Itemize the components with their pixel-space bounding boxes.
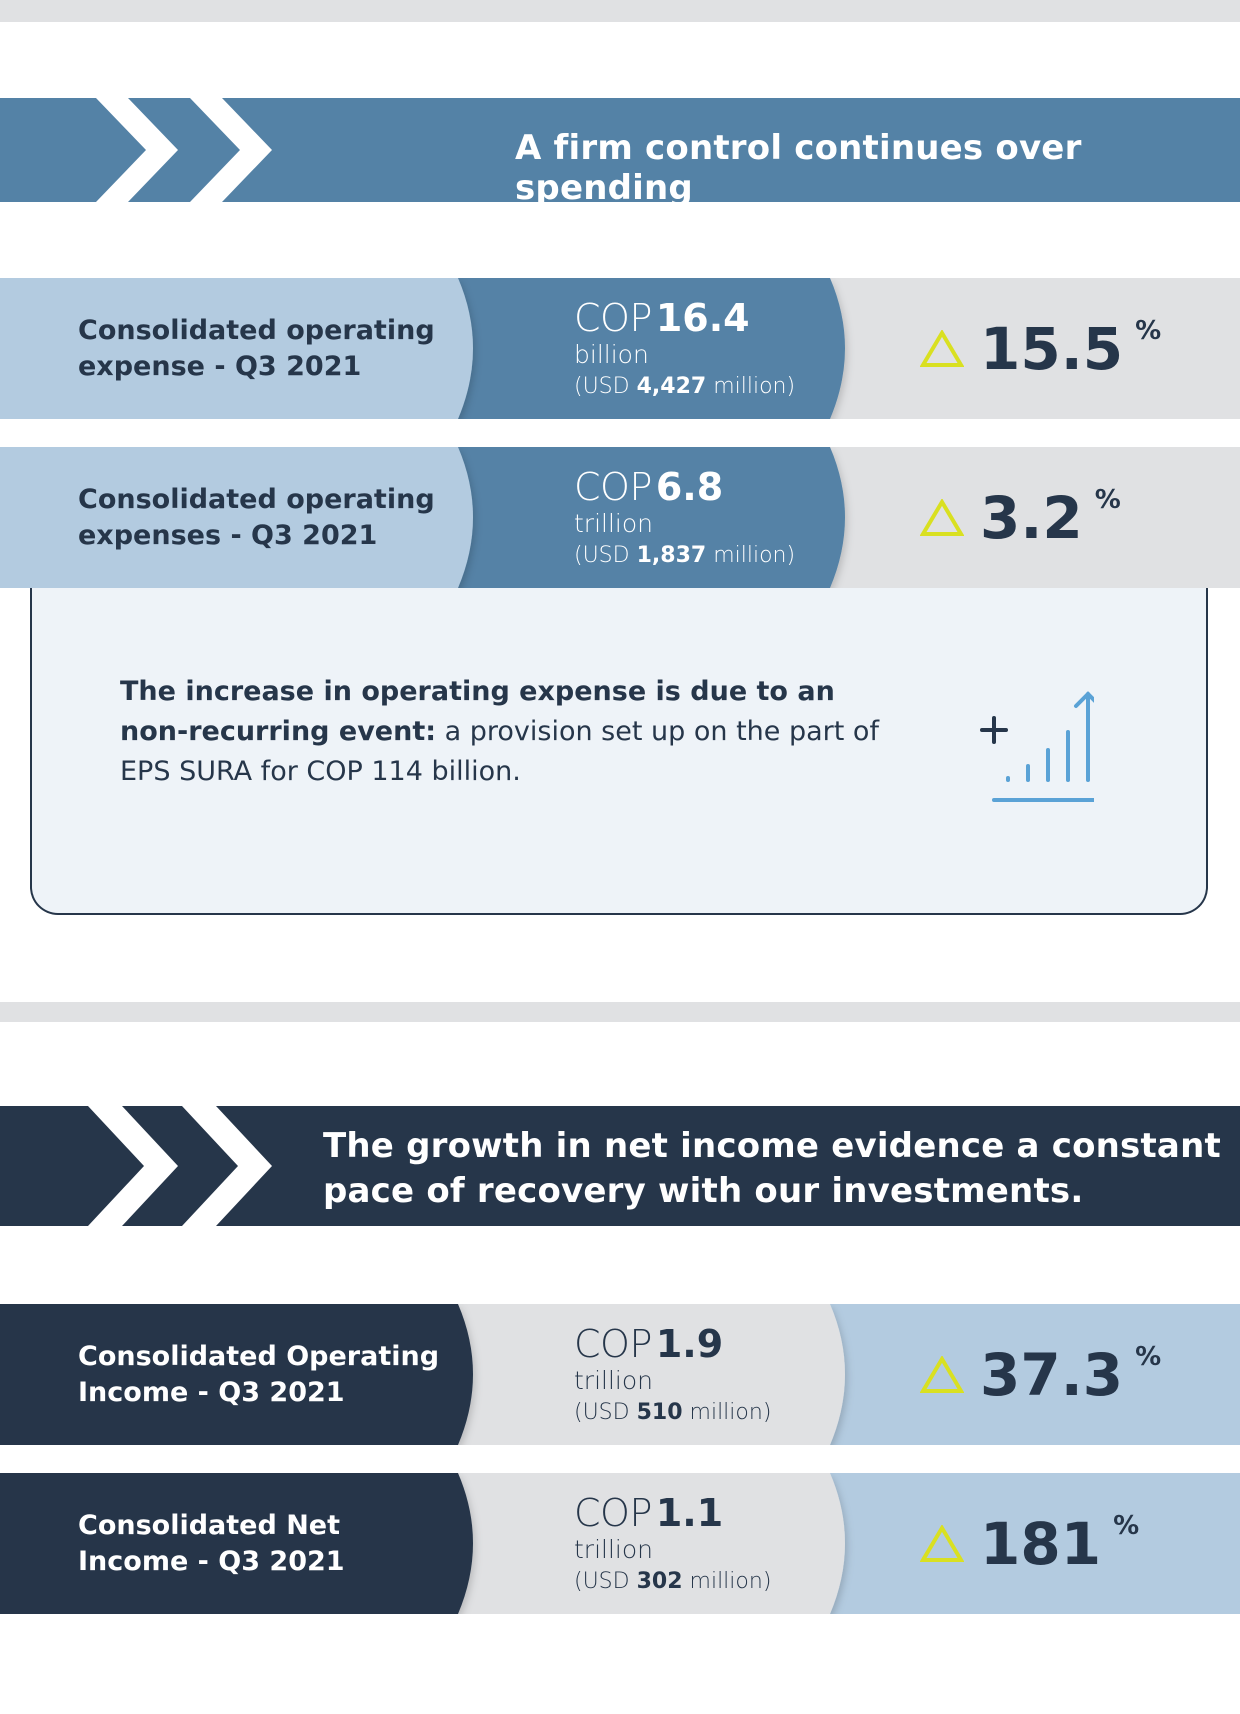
usd-equivalent: (USD 302 million) <box>574 1569 771 1594</box>
metric-row-operating-expenses: Consolidated operating expenses - Q3 202… <box>0 447 1240 588</box>
metric-row-operating-income: Consolidated Operating Income - Q3 2021 … <box>0 1304 1240 1445</box>
metric-label: Consolidated operating expenses - Q3 202… <box>78 447 458 588</box>
explanation-note: The increase in operating expense is due… <box>30 588 1208 915</box>
metric-amount: COP 16.4 billion (USD 4,427 million) <box>574 296 795 399</box>
change-value: 181 <box>980 1509 1102 1578</box>
section-divider <box>0 1002 1240 1022</box>
top-divider <box>0 0 1240 22</box>
usd-prefix: (USD <box>574 1400 630 1425</box>
amount-unit: trillion <box>574 1535 654 1564</box>
usd-amount: 302 <box>636 1569 683 1594</box>
section2-title: The growth in net income evidence a cons… <box>323 1124 1221 1214</box>
metric-label-line2: expenses - Q3 2021 <box>78 519 378 551</box>
row-background <box>0 278 1240 419</box>
metric-label-line2: expense - Q3 2021 <box>78 350 362 382</box>
metric-row-net-income: Consolidated Net Income - Q3 2021 COP 1.1… <box>0 1473 1240 1614</box>
metric-amount: COP 1.1 trillion (USD 302 million) <box>574 1491 771 1594</box>
triangle-up-icon <box>920 1355 964 1393</box>
amount-value: 1.9 <box>655 1322 724 1366</box>
usd-amount: 1,837 <box>636 543 707 568</box>
metric-label-line1: Consolidated Operating <box>78 1340 440 1372</box>
percent-sign: % <box>1135 316 1162 346</box>
triangle-up-icon <box>920 498 964 536</box>
currency-code: COP <box>574 1491 652 1535</box>
currency-code: COP <box>574 296 652 340</box>
amount-unit: billion <box>574 340 649 369</box>
usd-equivalent: (USD 510 million) <box>574 1400 771 1425</box>
chevron-arrows-icon <box>88 1106 272 1226</box>
metric-label-line1: Consolidated operating <box>78 314 435 346</box>
metric-change: 15.5 % <box>920 278 1161 419</box>
usd-equivalent: (USD 4,427 million) <box>574 374 795 399</box>
usd-prefix: (USD <box>574 543 630 568</box>
amount-value: 6.8 <box>655 465 724 509</box>
row-background <box>0 447 1240 588</box>
metric-label-line2: Income - Q3 2021 <box>78 1376 345 1408</box>
metric-amount: COP 6.8 trillion (USD 1,837 million) <box>574 465 795 568</box>
usd-suffix: million) <box>713 374 796 399</box>
percent-sign: % <box>1094 485 1121 515</box>
amount-value: 16.4 <box>655 296 750 340</box>
metric-row-operating-expense: Consolidated operating expense - Q3 2021… <box>0 278 1240 419</box>
metric-label: Consolidated operating expense - Q3 2021 <box>78 278 458 419</box>
metric-label-line1: Consolidated operating <box>78 483 435 515</box>
metric-label-line2: Income - Q3 2021 <box>78 1545 345 1577</box>
change-value: 3.2 <box>980 483 1083 552</box>
change-value: 37.3 <box>980 1340 1124 1409</box>
note-text: The increase in operating expense is due… <box>120 672 880 792</box>
usd-amount: 510 <box>636 1400 683 1425</box>
metric-change: 181 % <box>920 1473 1139 1614</box>
usd-suffix: million) <box>689 1400 772 1425</box>
section2-title-line2: pace of recovery with our investments. <box>323 1171 1084 1211</box>
metric-amount: COP 1.9 trillion (USD 510 million) <box>574 1322 771 1425</box>
usd-amount: 4,427 <box>636 374 707 399</box>
usd-prefix: (USD <box>574 1569 630 1594</box>
usd-suffix: million) <box>689 1569 772 1594</box>
change-value: 15.5 <box>980 314 1124 383</box>
amount-unit: trillion <box>574 509 654 538</box>
growth-chart-icon <box>980 691 1094 802</box>
triangle-up-icon <box>920 1524 964 1562</box>
usd-prefix: (USD <box>574 374 630 399</box>
triangle-up-icon <box>920 329 964 367</box>
percent-sign: % <box>1113 1511 1140 1541</box>
section2-title-line1: The growth in net income evidence a cons… <box>323 1126 1221 1166</box>
row-background <box>0 1473 1240 1614</box>
usd-suffix: million) <box>713 543 796 568</box>
currency-code: COP <box>574 465 652 509</box>
metric-change: 37.3 % <box>920 1304 1161 1445</box>
section2-banner: The growth in net income evidence a cons… <box>0 1106 1240 1226</box>
amount-value: 1.1 <box>655 1491 724 1535</box>
metric-change: 3.2 % <box>920 447 1121 588</box>
note-bold-text: The increase in operating expense is due… <box>120 676 835 747</box>
usd-equivalent: (USD 1,837 million) <box>574 543 795 568</box>
metric-label: Consolidated Net Income - Q3 2021 <box>78 1473 458 1614</box>
metric-label: Consolidated Operating Income - Q3 2021 <box>78 1304 458 1445</box>
note-body-text: a provision set up on the part of EPS SU… <box>120 716 879 787</box>
metric-label-line1: Consolidated Net <box>78 1509 341 1541</box>
section1-title: A firm control continues over spending <box>515 128 1082 208</box>
row-background <box>0 1304 1240 1445</box>
currency-code: COP <box>574 1322 652 1366</box>
section1-banner: A firm control continues over spending <box>0 98 1240 208</box>
chevron-arrows-icon <box>96 98 272 202</box>
amount-unit: trillion <box>574 1366 654 1395</box>
percent-sign: % <box>1135 1342 1162 1372</box>
